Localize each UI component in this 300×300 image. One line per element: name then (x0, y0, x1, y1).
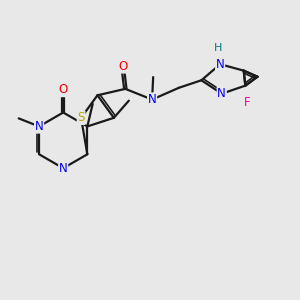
Text: O: O (58, 83, 68, 97)
Text: S: S (77, 111, 85, 124)
Text: F: F (244, 96, 250, 109)
Text: N: N (218, 87, 226, 100)
Text: N: N (148, 93, 157, 106)
Text: N: N (59, 162, 68, 175)
Text: N: N (216, 58, 224, 71)
Text: N: N (35, 120, 44, 133)
Text: H: H (214, 43, 222, 53)
Text: O: O (118, 60, 127, 73)
